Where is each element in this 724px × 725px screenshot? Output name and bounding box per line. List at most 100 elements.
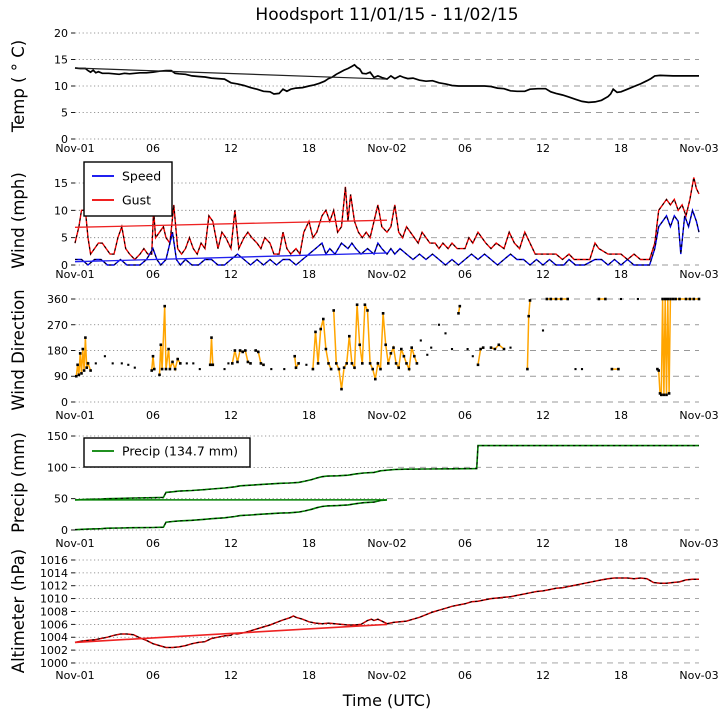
data-point-marker <box>223 368 226 371</box>
x-tick-label: Nov-03 <box>679 537 718 550</box>
y-axis-label: Precip (mm) <box>9 432 28 533</box>
data-point-marker <box>559 297 563 301</box>
legend-label: Speed <box>122 169 161 184</box>
data-point-marker <box>348 334 351 338</box>
y-axis-label: Wind (mph) <box>9 172 28 269</box>
y-tick-label: 270 <box>47 319 68 332</box>
y-axis-label: Temp ( ° C) <box>9 40 28 133</box>
x-tick-labels: Nov-01 06 12 18 Nov-02 06 12 18 Nov-03 <box>55 537 718 550</box>
data-point-marker <box>270 368 273 371</box>
wind-direction-line <box>75 298 699 397</box>
data-point-marker <box>236 360 239 364</box>
data-point-marker <box>176 357 179 361</box>
data-point-marker <box>350 362 354 365</box>
precip-day1-overlay-line <box>74 499 388 531</box>
y-tick-label: 15 <box>54 54 68 67</box>
data-point-marker <box>311 367 315 371</box>
data-point-marker <box>259 362 263 365</box>
data-point-marker <box>368 362 372 365</box>
data-point-marker <box>430 346 433 349</box>
data-point-marker <box>173 367 177 371</box>
data-point-marker <box>371 367 374 371</box>
data-point-marker <box>198 368 201 371</box>
y-tick-label: 0 <box>61 259 68 272</box>
data-point-marker <box>168 367 172 371</box>
data-point-marker <box>437 323 441 326</box>
x-tick-label: 18 <box>614 268 628 281</box>
data-point-marker <box>697 297 701 301</box>
data-point-marker <box>283 368 286 371</box>
data-point-marker <box>111 362 114 365</box>
data-point-marker <box>574 368 577 371</box>
data-point-marker <box>208 363 212 367</box>
data-point-marker <box>688 297 692 301</box>
legend: Precip (134.7 mm) <box>83 437 251 468</box>
data-point-marker <box>405 362 408 365</box>
data-point-marker <box>479 347 482 351</box>
data-point-marker <box>527 314 530 318</box>
data-point-marker <box>337 367 341 371</box>
x-tick-label: 06 <box>146 268 160 281</box>
data-point-marker <box>294 366 298 369</box>
data-point-marker <box>667 392 671 395</box>
data-point-marker <box>413 354 416 358</box>
data-point-marker <box>249 362 252 365</box>
y-tick-label: 1016 <box>40 554 68 567</box>
y-tick-label: 180 <box>47 345 68 358</box>
x-tick-label: 18 <box>302 409 316 422</box>
data-point-marker <box>410 346 413 349</box>
x-axis-label: Time (UTC) <box>342 691 432 710</box>
data-point-marker <box>293 354 296 358</box>
data-point-marker <box>566 297 569 301</box>
x-tick-label: 18 <box>614 142 628 155</box>
data-point-marker <box>493 347 497 351</box>
legend-label: Gust <box>122 193 151 208</box>
data-point-marker <box>120 362 123 365</box>
data-point-marker <box>82 369 86 372</box>
data-point-marker <box>545 297 549 301</box>
x-tick-label: 18 <box>614 537 628 550</box>
data-point-marker <box>663 297 667 301</box>
data-point-marker <box>254 349 257 352</box>
data-point-marker <box>164 367 168 371</box>
data-point-marker <box>211 363 215 367</box>
x-tick-label: Nov-02 <box>367 142 406 155</box>
x-tick-label: Nov-02 <box>367 409 406 422</box>
data-point-marker <box>103 355 106 358</box>
data-point-marker <box>580 368 584 371</box>
data-point-marker <box>76 363 79 367</box>
x-tick-label: 12 <box>536 268 550 281</box>
data-point-marker <box>332 309 335 312</box>
data-point-marker <box>662 393 666 397</box>
x-tick-label: Nov-02 <box>367 669 406 682</box>
y-tick-label: 15 <box>54 177 68 190</box>
x-tick-label: Nov-03 <box>679 669 718 682</box>
x-tick-label: 12 <box>224 142 238 155</box>
data-point-marker <box>419 339 422 342</box>
data-point-marker <box>660 393 663 397</box>
wind-direction-series <box>75 297 701 397</box>
precip-day1-series <box>74 499 388 531</box>
x-tick-label: Nov-03 <box>679 409 718 422</box>
data-point-marker <box>610 367 614 371</box>
gust-line <box>74 177 700 261</box>
data-point-marker <box>227 362 230 365</box>
x-tick-label: Nov-02 <box>367 537 406 550</box>
data-point-marker <box>262 363 265 367</box>
data-point-marker <box>246 360 250 364</box>
speed-overlay-line <box>75 208 700 266</box>
data-point-marker <box>89 369 92 372</box>
subplot-altimeter-hpa: 100010021004100610081010101210141016Nov-… <box>9 549 719 682</box>
x-tick-label: 12 <box>536 142 550 155</box>
x-tick-label: 18 <box>302 669 316 682</box>
y-tick-label: 360 <box>47 293 68 306</box>
data-point-marker <box>179 362 182 365</box>
data-point-marker <box>636 297 639 301</box>
data-point-marker <box>94 362 97 365</box>
x-tick-label: 06 <box>458 669 472 682</box>
data-point-marker <box>458 304 462 308</box>
data-point-marker <box>450 348 454 351</box>
gust-series <box>74 177 700 261</box>
data-point-marker <box>244 349 247 352</box>
